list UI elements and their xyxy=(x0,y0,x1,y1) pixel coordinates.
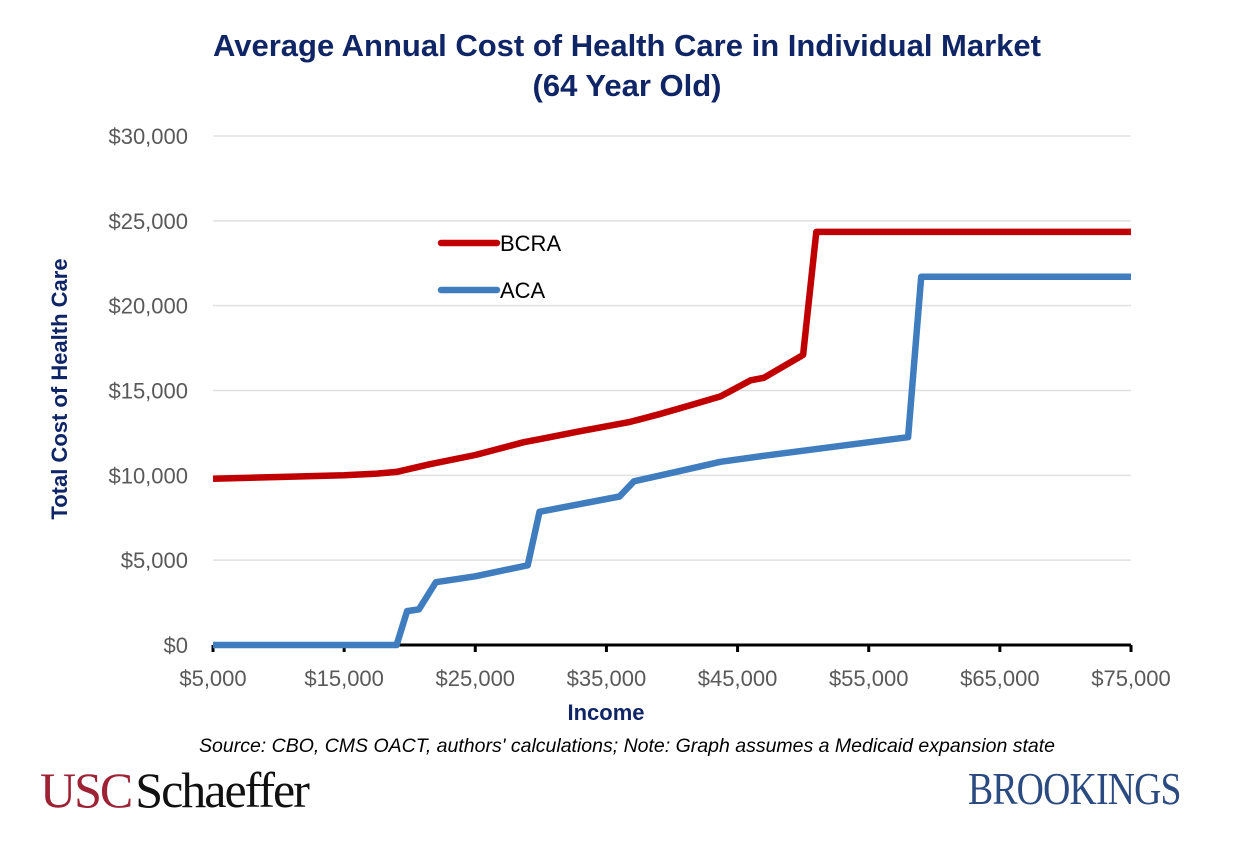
x-tick-label: $65,000 xyxy=(960,666,1040,691)
y-axis-title: Total Cost of Health Care xyxy=(47,258,72,519)
x-tick-label: $35,000 xyxy=(567,666,647,691)
schaeffer-logo-text: Schaeffer xyxy=(135,762,310,818)
chart-subtitle: (64 Year Old) xyxy=(532,68,722,103)
legend-label-bcra: BCRA xyxy=(500,231,561,256)
x-tick-label: $45,000 xyxy=(698,666,778,691)
brookings-logo: BROOKINGS xyxy=(968,763,1182,814)
y-tick-label: $15,000 xyxy=(108,379,188,404)
x-axis-title: Income xyxy=(567,700,644,725)
y-tick-label: $20,000 xyxy=(108,294,188,319)
legend-label-aca: ACA xyxy=(500,278,546,303)
x-axis: $5,000 $15,000 $25,000 $35,000 $45,000 $55,00… xyxy=(179,643,1171,691)
y-tick-label: $30,000 xyxy=(108,124,188,149)
x-tick-label: $25,000 xyxy=(436,666,516,691)
y-axis-ticks: $0 $5,000 $10,000 $15,000 $20,000 $25,000 $30,… xyxy=(108,124,188,658)
y-tick-label: $10,000 xyxy=(108,463,188,488)
usc-schaeffer-logo: USCSchaeffer xyxy=(40,762,310,818)
x-tick-label: $15,000 xyxy=(304,666,384,691)
chart-title-main: Average Annual Cost of Health Care in In… xyxy=(213,28,1041,63)
series-line-bcra xyxy=(212,228,1131,482)
chart-title: Average Annual Cost of Health Care in In… xyxy=(0,26,1254,106)
legend: BCRA ACA xyxy=(437,231,561,303)
y-tick-label: $0 xyxy=(164,633,188,658)
x-tick-label: $55,000 xyxy=(829,666,909,691)
usc-logo-text: USC xyxy=(40,762,133,818)
gridlines xyxy=(213,135,1131,561)
series-line-aca xyxy=(213,273,1131,649)
y-tick-label: $25,000 xyxy=(108,209,188,234)
y-tick-label: $5,000 xyxy=(121,548,188,573)
source-note: Source: CBO, CMS OACT, authors' calculat… xyxy=(199,735,1055,757)
x-tick-label: $5,000 xyxy=(179,666,246,691)
x-tick-label: $75,000 xyxy=(1091,666,1171,691)
series-lines xyxy=(212,228,1131,649)
